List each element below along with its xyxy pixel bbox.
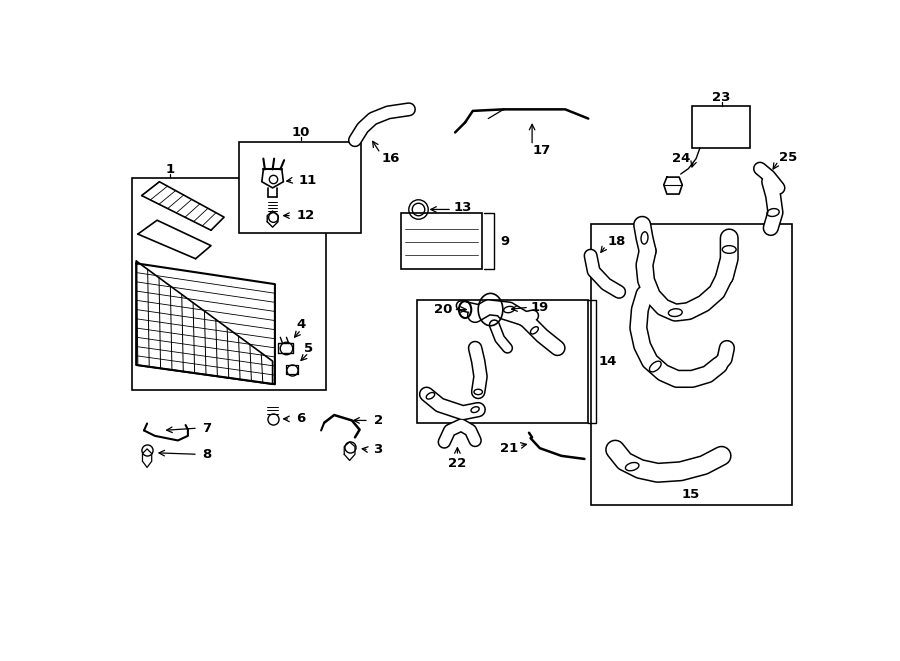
Text: 1: 1 <box>166 163 175 176</box>
Text: 17: 17 <box>533 145 551 157</box>
Text: 8: 8 <box>202 447 211 461</box>
Text: 23: 23 <box>712 91 731 104</box>
Text: 22: 22 <box>448 457 466 470</box>
Text: 25: 25 <box>779 151 797 163</box>
Bar <box>401 214 482 269</box>
Bar <box>692 106 750 148</box>
Text: 19: 19 <box>531 301 549 314</box>
Text: 14: 14 <box>598 355 616 368</box>
Text: 5: 5 <box>304 342 313 354</box>
Text: 13: 13 <box>454 202 472 214</box>
Bar <box>239 141 361 233</box>
Bar <box>590 224 792 505</box>
Text: 2: 2 <box>374 414 382 427</box>
Text: 10: 10 <box>292 126 310 139</box>
Text: 9: 9 <box>500 235 509 247</box>
Text: 20: 20 <box>434 303 452 316</box>
Text: 16: 16 <box>382 152 400 165</box>
Text: 24: 24 <box>671 152 690 165</box>
Text: 12: 12 <box>297 209 315 222</box>
Text: 6: 6 <box>296 412 306 426</box>
Text: 21: 21 <box>500 442 518 455</box>
Text: 18: 18 <box>608 235 626 249</box>
Text: 15: 15 <box>681 488 700 501</box>
Bar <box>131 178 326 389</box>
Text: 11: 11 <box>298 174 317 186</box>
Text: 7: 7 <box>202 422 211 435</box>
Bar <box>417 299 588 423</box>
Text: 4: 4 <box>296 319 306 331</box>
Text: 3: 3 <box>374 443 382 456</box>
